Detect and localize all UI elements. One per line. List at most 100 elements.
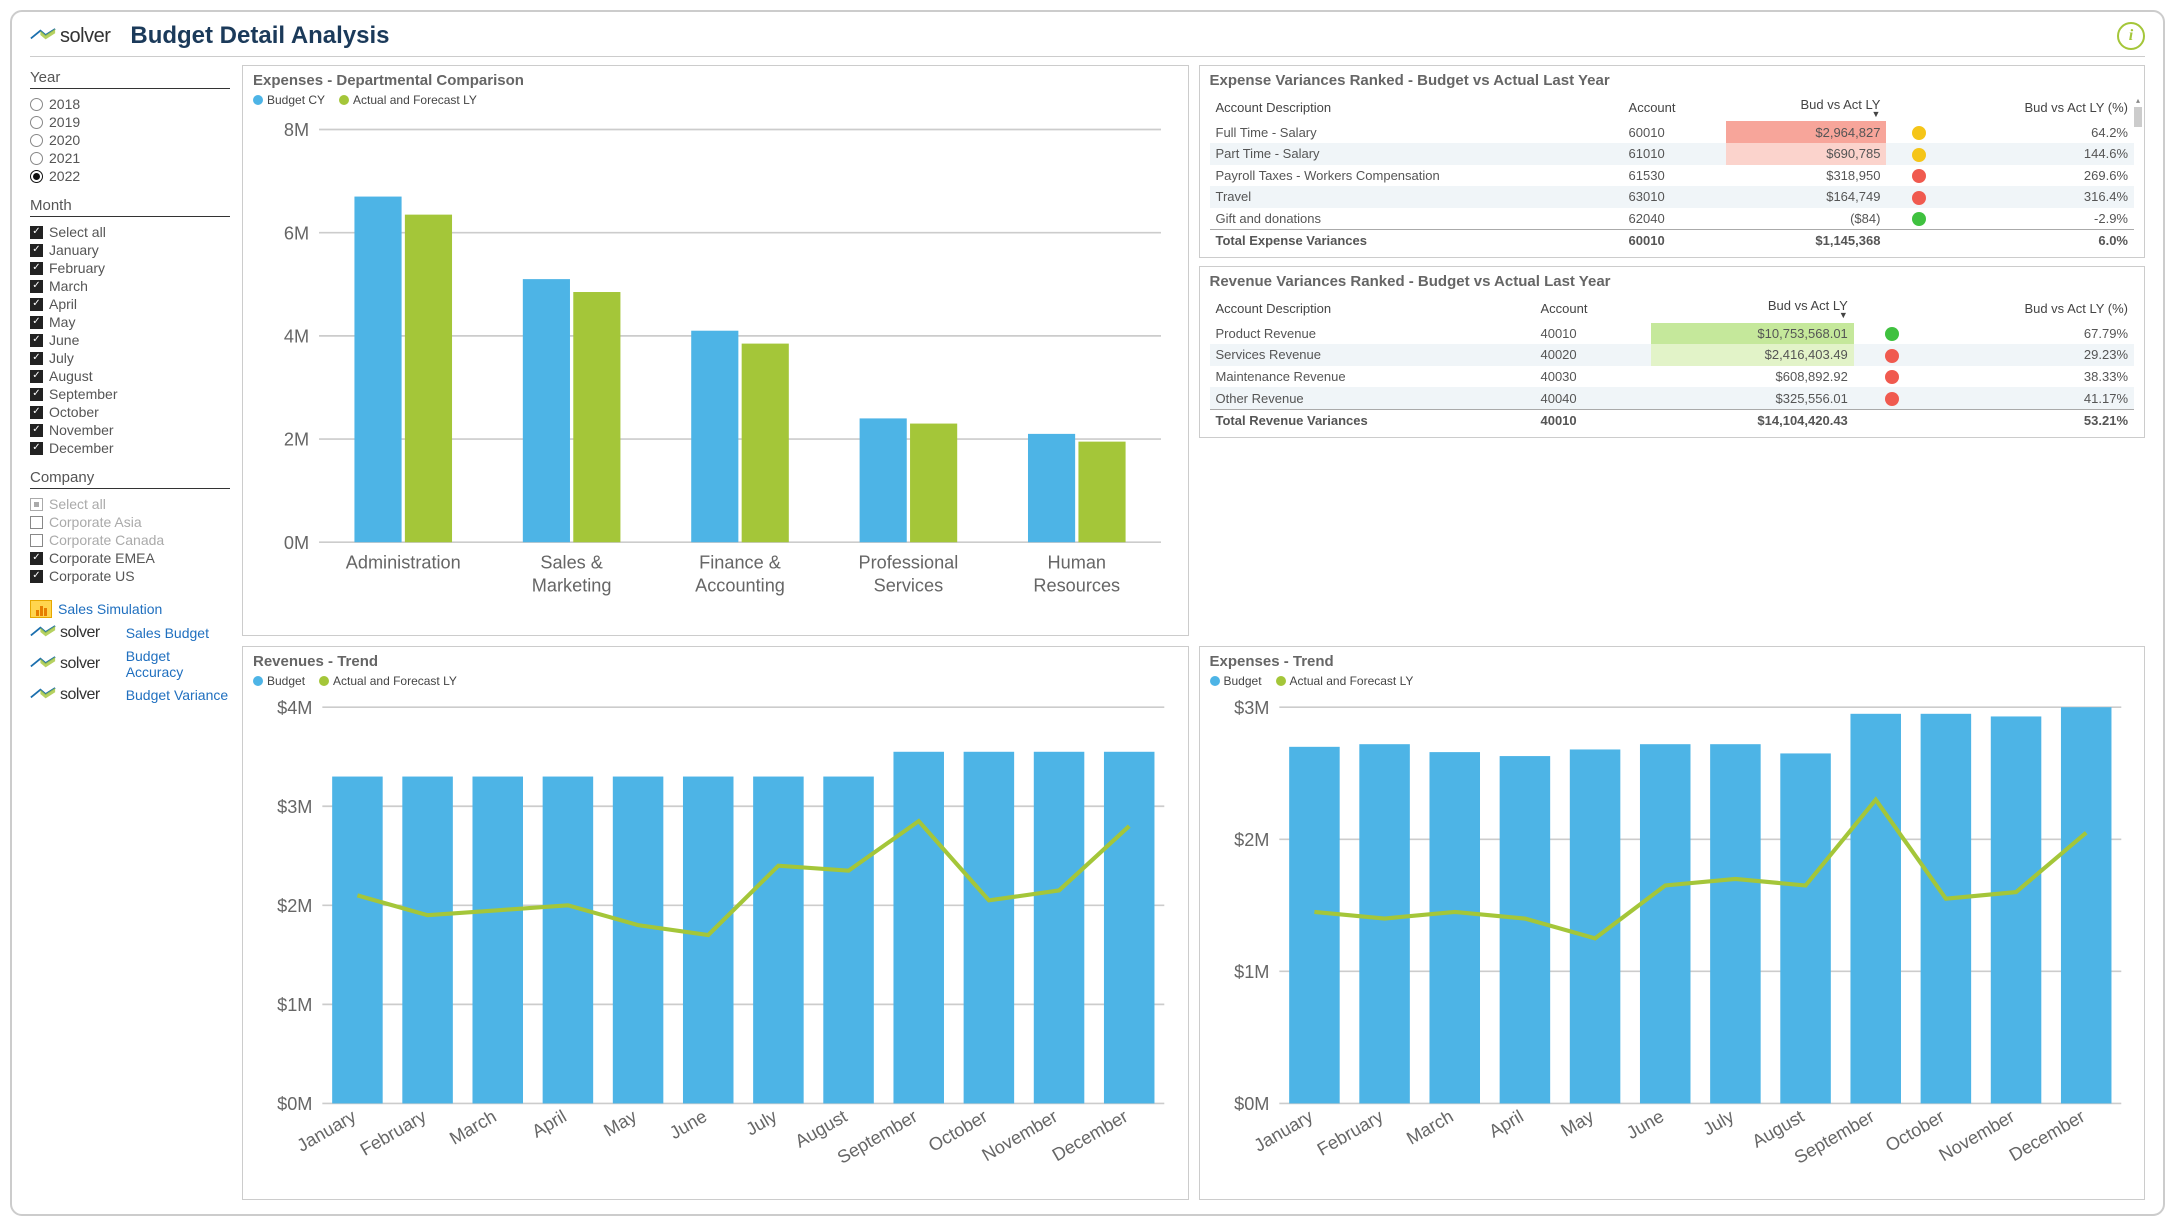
company-option[interactable]: Corporate Canada	[30, 531, 230, 549]
cell-value: $2,416,403.49	[1651, 344, 1854, 366]
solver-icon: solver	[30, 655, 100, 673]
column-header[interactable]: Bud vs Act LY▼	[1651, 294, 1854, 322]
panel-dept-comparison: Expenses - Departmental Comparison Budge…	[242, 65, 1189, 636]
scrollbar-thumb[interactable]	[2134, 107, 2142, 127]
column-header[interactable]: Bud vs Act LY (%)	[1932, 93, 2134, 121]
column-header[interactable]: Account Description	[1210, 93, 1623, 121]
cell-pct: 316.4%	[1932, 186, 2134, 208]
company-option[interactable]: Corporate EMEA	[30, 549, 230, 567]
cell-desc: Payroll Taxes - Workers Compensation	[1210, 165, 1623, 187]
svg-text:April: April	[528, 1106, 569, 1141]
month-option[interactable]: March	[30, 277, 230, 295]
link-label: Budget Variance	[126, 687, 228, 703]
checkbox-icon	[30, 334, 43, 347]
legend-swatch	[253, 676, 263, 686]
month-option[interactable]: June	[30, 331, 230, 349]
table-row[interactable]: Travel63010$164,749316.4%	[1210, 186, 2135, 208]
table-total-row: Total Expense Variances60010$1,145,3686.…	[1210, 230, 2135, 252]
table-row[interactable]: Payroll Taxes - Workers Compensation6153…	[1210, 165, 2135, 187]
radio-icon	[30, 152, 43, 165]
column-header[interactable]: Bud vs Act LY (%)	[1905, 294, 2134, 322]
month-option[interactable]: Select all	[30, 223, 230, 241]
radio-icon	[30, 134, 43, 147]
table-row[interactable]: Gift and donations62040($84)-2.9%	[1210, 208, 2135, 230]
svg-text:$3M: $3M	[277, 797, 312, 817]
month-option[interactable]: April	[30, 295, 230, 313]
option-label: August	[49, 368, 93, 384]
svg-text:8M: 8M	[284, 120, 309, 140]
cell-value: $2,964,827	[1726, 121, 1887, 143]
info-icon[interactable]: i	[2117, 22, 2145, 50]
svg-text:May: May	[1557, 1105, 1597, 1140]
cell-pct: 29.23%	[1905, 344, 2134, 366]
month-option[interactable]: February	[30, 259, 230, 277]
month-option[interactable]: August	[30, 367, 230, 385]
company-option[interactable]: Select all	[30, 495, 230, 513]
month-option[interactable]: July	[30, 349, 230, 367]
legend: Budget CYActual and Forecast LY	[253, 93, 1178, 107]
year-option[interactable]: 2020	[30, 131, 230, 149]
cell-value: $164,749	[1726, 186, 1887, 208]
cell-pct: 144.6%	[1932, 143, 2134, 165]
column-header[interactable]	[1854, 294, 1905, 322]
company-option[interactable]: Corporate US	[30, 567, 230, 585]
svg-text:$0M: $0M	[1234, 1094, 1269, 1114]
scrollbar[interactable]: ▴	[2134, 96, 2142, 247]
table-row[interactable]: Product Revenue40010$10,753,568.0167.79%	[1210, 323, 2135, 345]
cell-pct: 38.33%	[1905, 366, 2134, 388]
table-row[interactable]: Part Time - Salary61010$690,785144.6%	[1210, 143, 2135, 165]
column-header[interactable]: Account	[1623, 93, 1726, 121]
legend-swatch	[339, 95, 349, 105]
year-option[interactable]: 2022	[30, 167, 230, 185]
report-link[interactable]: solverSales Budget	[30, 621, 230, 645]
legend: BudgetActual and Forecast LY	[253, 674, 1178, 688]
status-dot-icon	[1912, 126, 1926, 140]
svg-text:June: June	[666, 1106, 710, 1143]
column-header[interactable]: Account Description	[1210, 294, 1535, 322]
radio-icon	[30, 98, 43, 111]
table-row[interactable]: Maintenance Revenue40030$608,892.9238.33…	[1210, 366, 2135, 388]
table-row[interactable]: Full Time - Salary60010$2,964,82764.2%	[1210, 121, 2135, 143]
checkbox-icon	[30, 424, 43, 437]
month-option[interactable]: May	[30, 313, 230, 331]
svg-text:Finance &: Finance &	[699, 553, 781, 573]
cell-pct: 269.6%	[1932, 165, 2134, 187]
cell-pct: -2.9%	[1932, 208, 2134, 230]
report-link[interactable]: solverBudget Accuracy	[30, 645, 230, 683]
svg-text:June: June	[1623, 1106, 1667, 1143]
revenue-variance-table: Account DescriptionAccountBud vs Act LY▼…	[1210, 294, 2135, 431]
cell-desc: Travel	[1210, 186, 1623, 208]
column-header[interactable]: Bud vs Act LY▼	[1726, 93, 1887, 121]
solver-icon: solver	[30, 624, 100, 642]
cell-value: $325,556.01	[1651, 387, 1854, 409]
option-label: July	[49, 350, 74, 366]
svg-text:$4M: $4M	[277, 698, 312, 718]
svg-text:Human: Human	[1048, 553, 1106, 573]
report-link[interactable]: solverBudget Variance	[30, 683, 230, 707]
table-row[interactable]: Other Revenue40040$325,556.0141.17%	[1210, 387, 2135, 409]
variance-tables: Expense Variances Ranked - Budget vs Act…	[1199, 65, 2146, 636]
month-option[interactable]: December	[30, 439, 230, 457]
month-option[interactable]: January	[30, 241, 230, 259]
year-option[interactable]: 2019	[30, 113, 230, 131]
month-option[interactable]: November	[30, 421, 230, 439]
table-row[interactable]: Services Revenue40020$2,416,403.4929.23%	[1210, 344, 2135, 366]
status-dot-icon	[1912, 191, 1926, 205]
year-option[interactable]: 2018	[30, 95, 230, 113]
legend-label: Budget CY	[267, 93, 325, 107]
company-option[interactable]: Corporate Asia	[30, 513, 230, 531]
month-option[interactable]: October	[30, 403, 230, 421]
column-header[interactable]: Account	[1534, 294, 1651, 322]
status-dot-icon	[1885, 349, 1899, 363]
cell-value: $318,950	[1726, 165, 1887, 187]
month-slicer: Month Select allJanuaryFebruaryMarchApri…	[30, 197, 230, 457]
year-option[interactable]: 2021	[30, 149, 230, 167]
column-header[interactable]	[1886, 93, 1931, 121]
checkbox-icon	[30, 280, 43, 293]
main-content: Expenses - Departmental Comparison Budge…	[242, 65, 2145, 1200]
month-option[interactable]: September	[30, 385, 230, 403]
option-label: 2021	[49, 150, 80, 166]
option-label: January	[49, 242, 99, 258]
report-link[interactable]: Sales Simulation	[30, 597, 230, 621]
svg-text:December: December	[1049, 1106, 1131, 1165]
